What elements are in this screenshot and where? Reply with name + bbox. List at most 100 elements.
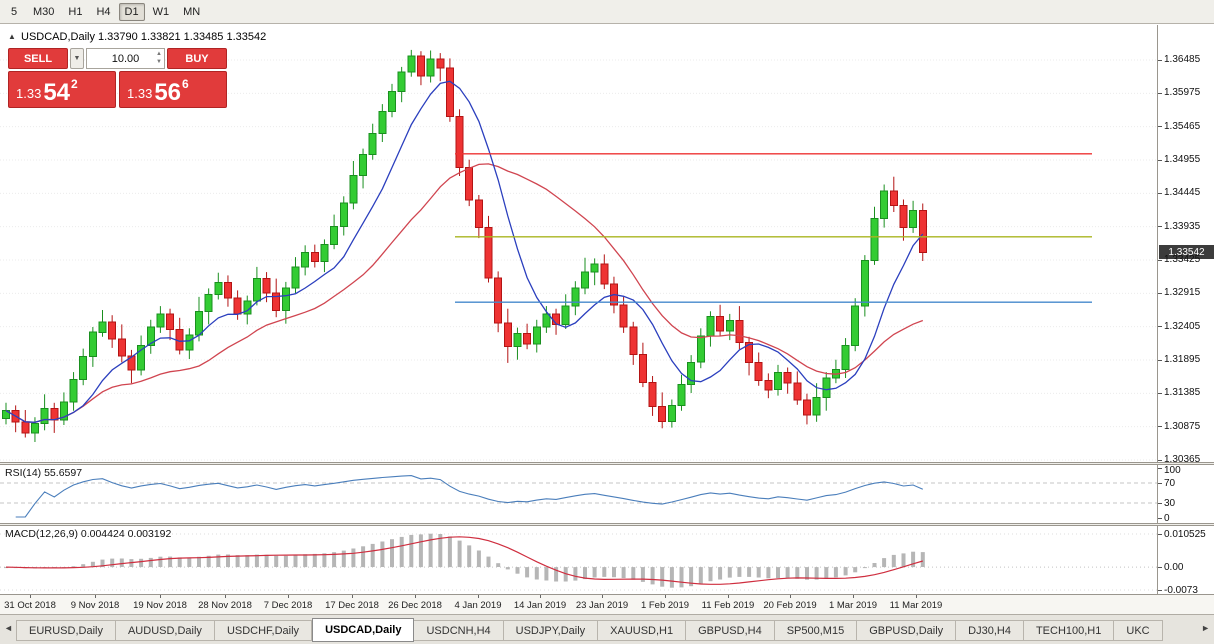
date-axis-label: 19 Nov 2018 bbox=[133, 600, 187, 611]
timeframe-button-d1[interactable]: D1 bbox=[118, 2, 145, 21]
chart-tab-usdcnh[interactable]: USDCNH,H4 bbox=[414, 620, 504, 641]
price-axis-tick bbox=[1158, 159, 1162, 161]
date-axis-label: 9 Nov 2018 bbox=[70, 600, 120, 611]
rsi-axis: 100 70 30 0 bbox=[1157, 465, 1214, 524]
chart-tab-sp500[interactable]: SP500,M15 bbox=[774, 620, 858, 641]
buy-price-display[interactable]: 1.33 56 6 bbox=[119, 71, 227, 108]
date-axis-label: 20 Feb 2019 bbox=[763, 600, 817, 611]
price-axis-label: 1.30875 bbox=[1164, 420, 1201, 432]
volume-input[interactable]: 10.00 ▲ ▼ bbox=[86, 48, 165, 69]
timeframe-button-5[interactable]: 5 bbox=[3, 3, 25, 21]
chart-tab-usdjpy[interactable]: USDJPY,Daily bbox=[503, 620, 599, 641]
date-tick bbox=[602, 595, 603, 598]
chart-tab-usdcad[interactable]: USDCAD,Daily bbox=[312, 618, 415, 642]
spinner-up-icon[interactable]: ▲ bbox=[156, 51, 162, 57]
ask-prefix: 1.33 bbox=[127, 86, 153, 101]
volume-spinner[interactable]: ▲ ▼ bbox=[156, 50, 162, 66]
rsi-axis-tick bbox=[1158, 467, 1162, 469]
trade-panel-collapse-icon[interactable]: ▲ bbox=[8, 32, 16, 41]
date-tick bbox=[853, 595, 854, 598]
macd-label: MACD(12,26,9) 0.004424 0.003192 bbox=[5, 528, 172, 540]
date-axis-label: 23 Jan 2019 bbox=[575, 600, 629, 611]
ask-big-digits: 56 bbox=[154, 79, 182, 106]
chart-tab-tech100[interactable]: TECH100,H1 bbox=[1023, 620, 1115, 641]
current-price-badge: 1.33542 bbox=[1159, 245, 1214, 260]
timeframe-button-h4[interactable]: H4 bbox=[90, 3, 116, 21]
macd-axis-label: 0.010525 bbox=[1164, 529, 1206, 540]
rsi-axis-label: 70 bbox=[1164, 478, 1176, 489]
price-axis-tick bbox=[1158, 192, 1162, 194]
chart-tab-dj30[interactable]: DJ30,H4 bbox=[956, 620, 1024, 641]
date-tick bbox=[415, 595, 416, 598]
macd-axis-label: -0.0073 bbox=[1164, 585, 1198, 596]
price-axis-label: 1.32405 bbox=[1164, 320, 1201, 332]
chart-tab-ukc[interactable]: UKC bbox=[1114, 620, 1163, 641]
date-axis-label: 28 Nov 2018 bbox=[198, 600, 252, 611]
tabs-scroll-right-button[interactable]: ► bbox=[1201, 623, 1210, 633]
rsi-axis-tick bbox=[1158, 502, 1162, 504]
price-axis-tick bbox=[1158, 292, 1162, 294]
price-axis-label: 1.34445 bbox=[1164, 187, 1201, 199]
panel-separator[interactable] bbox=[0, 462, 1214, 465]
price-axis-label: 1.35465 bbox=[1164, 120, 1201, 132]
panel-separator[interactable] bbox=[0, 523, 1214, 526]
chart-tabbar: ◄ EURUSD,Daily AUDUSD,Daily USDCHF,Daily US… bbox=[0, 614, 1214, 644]
bid-big-digits: 54 bbox=[43, 79, 71, 106]
date-tick bbox=[352, 595, 353, 598]
volume-dropdown-button[interactable]: ▼ bbox=[70, 48, 84, 69]
rsi-canvas[interactable] bbox=[0, 465, 1157, 523]
date-axis-label: 7 Dec 2018 bbox=[263, 600, 313, 611]
rsi-label: RSI(14) 55.6597 bbox=[5, 467, 83, 479]
date-axis-label: 11 Feb 2019 bbox=[701, 600, 755, 611]
price-axis-label: 1.36485 bbox=[1164, 54, 1201, 65]
spinner-down-icon[interactable]: ▼ bbox=[156, 59, 162, 65]
date-axis-label: 17 Dec 2018 bbox=[325, 600, 379, 611]
date-tick bbox=[540, 595, 541, 598]
chart-tab-gbpusd[interactable]: GBPUSD,H4 bbox=[686, 620, 775, 641]
price-axis-tick bbox=[1158, 359, 1162, 361]
chart-tab-audusd[interactable]: AUDUSD,Daily bbox=[115, 620, 215, 641]
price-axis-tick bbox=[1158, 259, 1162, 261]
sell-price-display[interactable]: 1.33 54 2 bbox=[8, 71, 116, 108]
macd-axis-tick bbox=[1158, 566, 1162, 568]
volume-value: 10.00 bbox=[111, 52, 140, 65]
rsi-axis-label: 100 bbox=[1164, 465, 1181, 476]
price-axis-label: 1.31385 bbox=[1164, 387, 1201, 399]
date-tick bbox=[665, 595, 666, 598]
price-axis-label: 1.33425 bbox=[1164, 254, 1201, 265]
chart-tab-usdchf[interactable]: USDCHF,Daily bbox=[214, 620, 313, 641]
date-axis[interactable]: 31 Oct 2018 9 Nov 2018 19 Nov 2018 28 Nov 2… bbox=[0, 594, 1214, 614]
macd-axis-tick bbox=[1158, 589, 1162, 591]
ask-pip-digit: 6 bbox=[182, 77, 189, 91]
date-tick bbox=[916, 595, 917, 598]
chart-tab-eurusd[interactable]: EURUSD,Daily bbox=[16, 620, 116, 641]
chart-tab-xauusd[interactable]: XAUUSD,H1 bbox=[598, 620, 687, 641]
sell-button[interactable]: SELL bbox=[8, 48, 68, 69]
date-axis-label: 11 Mar 2019 bbox=[889, 600, 943, 611]
date-axis-label: 14 Jan 2019 bbox=[513, 600, 567, 611]
price-axis-label: 1.34955 bbox=[1164, 154, 1201, 165]
chart-tab-gbpusd[interactable]: GBPUSD,Daily bbox=[857, 620, 957, 641]
price-axis-label: 1.33935 bbox=[1164, 220, 1201, 232]
one-click-trading-panel: SELL ▼ 10.00 ▲ ▼ BUY 1.33 54 2 1.33 56 6 bbox=[8, 48, 227, 108]
price-axis-label: 1.32915 bbox=[1164, 287, 1201, 299]
timeframe-button-m30[interactable]: M30 bbox=[27, 3, 60, 21]
tabs-scroll-left-button[interactable]: ◄ bbox=[4, 623, 13, 633]
timeframe-button-h1[interactable]: H1 bbox=[62, 3, 88, 21]
price-axis-tick bbox=[1158, 426, 1162, 428]
date-axis-label: 1 Mar 2019 bbox=[828, 600, 878, 611]
date-tick bbox=[728, 595, 729, 598]
buy-button[interactable]: BUY bbox=[167, 48, 227, 69]
timeframe-button-mn[interactable]: MN bbox=[177, 3, 206, 21]
price-axis-tick bbox=[1158, 459, 1162, 461]
date-tick bbox=[160, 595, 161, 598]
price-axis[interactable]: 1.33542 1.36485 1.35975 1.35465 1.34955 1.34… bbox=[1157, 25, 1214, 465]
date-axis-label: 26 Dec 2018 bbox=[388, 600, 442, 611]
chart-title: USDCAD,Daily 1.33790 1.33821 1.33485 1.3… bbox=[21, 31, 267, 43]
macd-canvas[interactable] bbox=[0, 526, 1157, 594]
macd-axis: 0.010525 0.00 -0.0073 bbox=[1157, 526, 1214, 596]
macd-axis-tick bbox=[1158, 533, 1162, 535]
date-tick bbox=[225, 595, 226, 598]
timeframe-button-w1[interactable]: W1 bbox=[147, 3, 176, 21]
